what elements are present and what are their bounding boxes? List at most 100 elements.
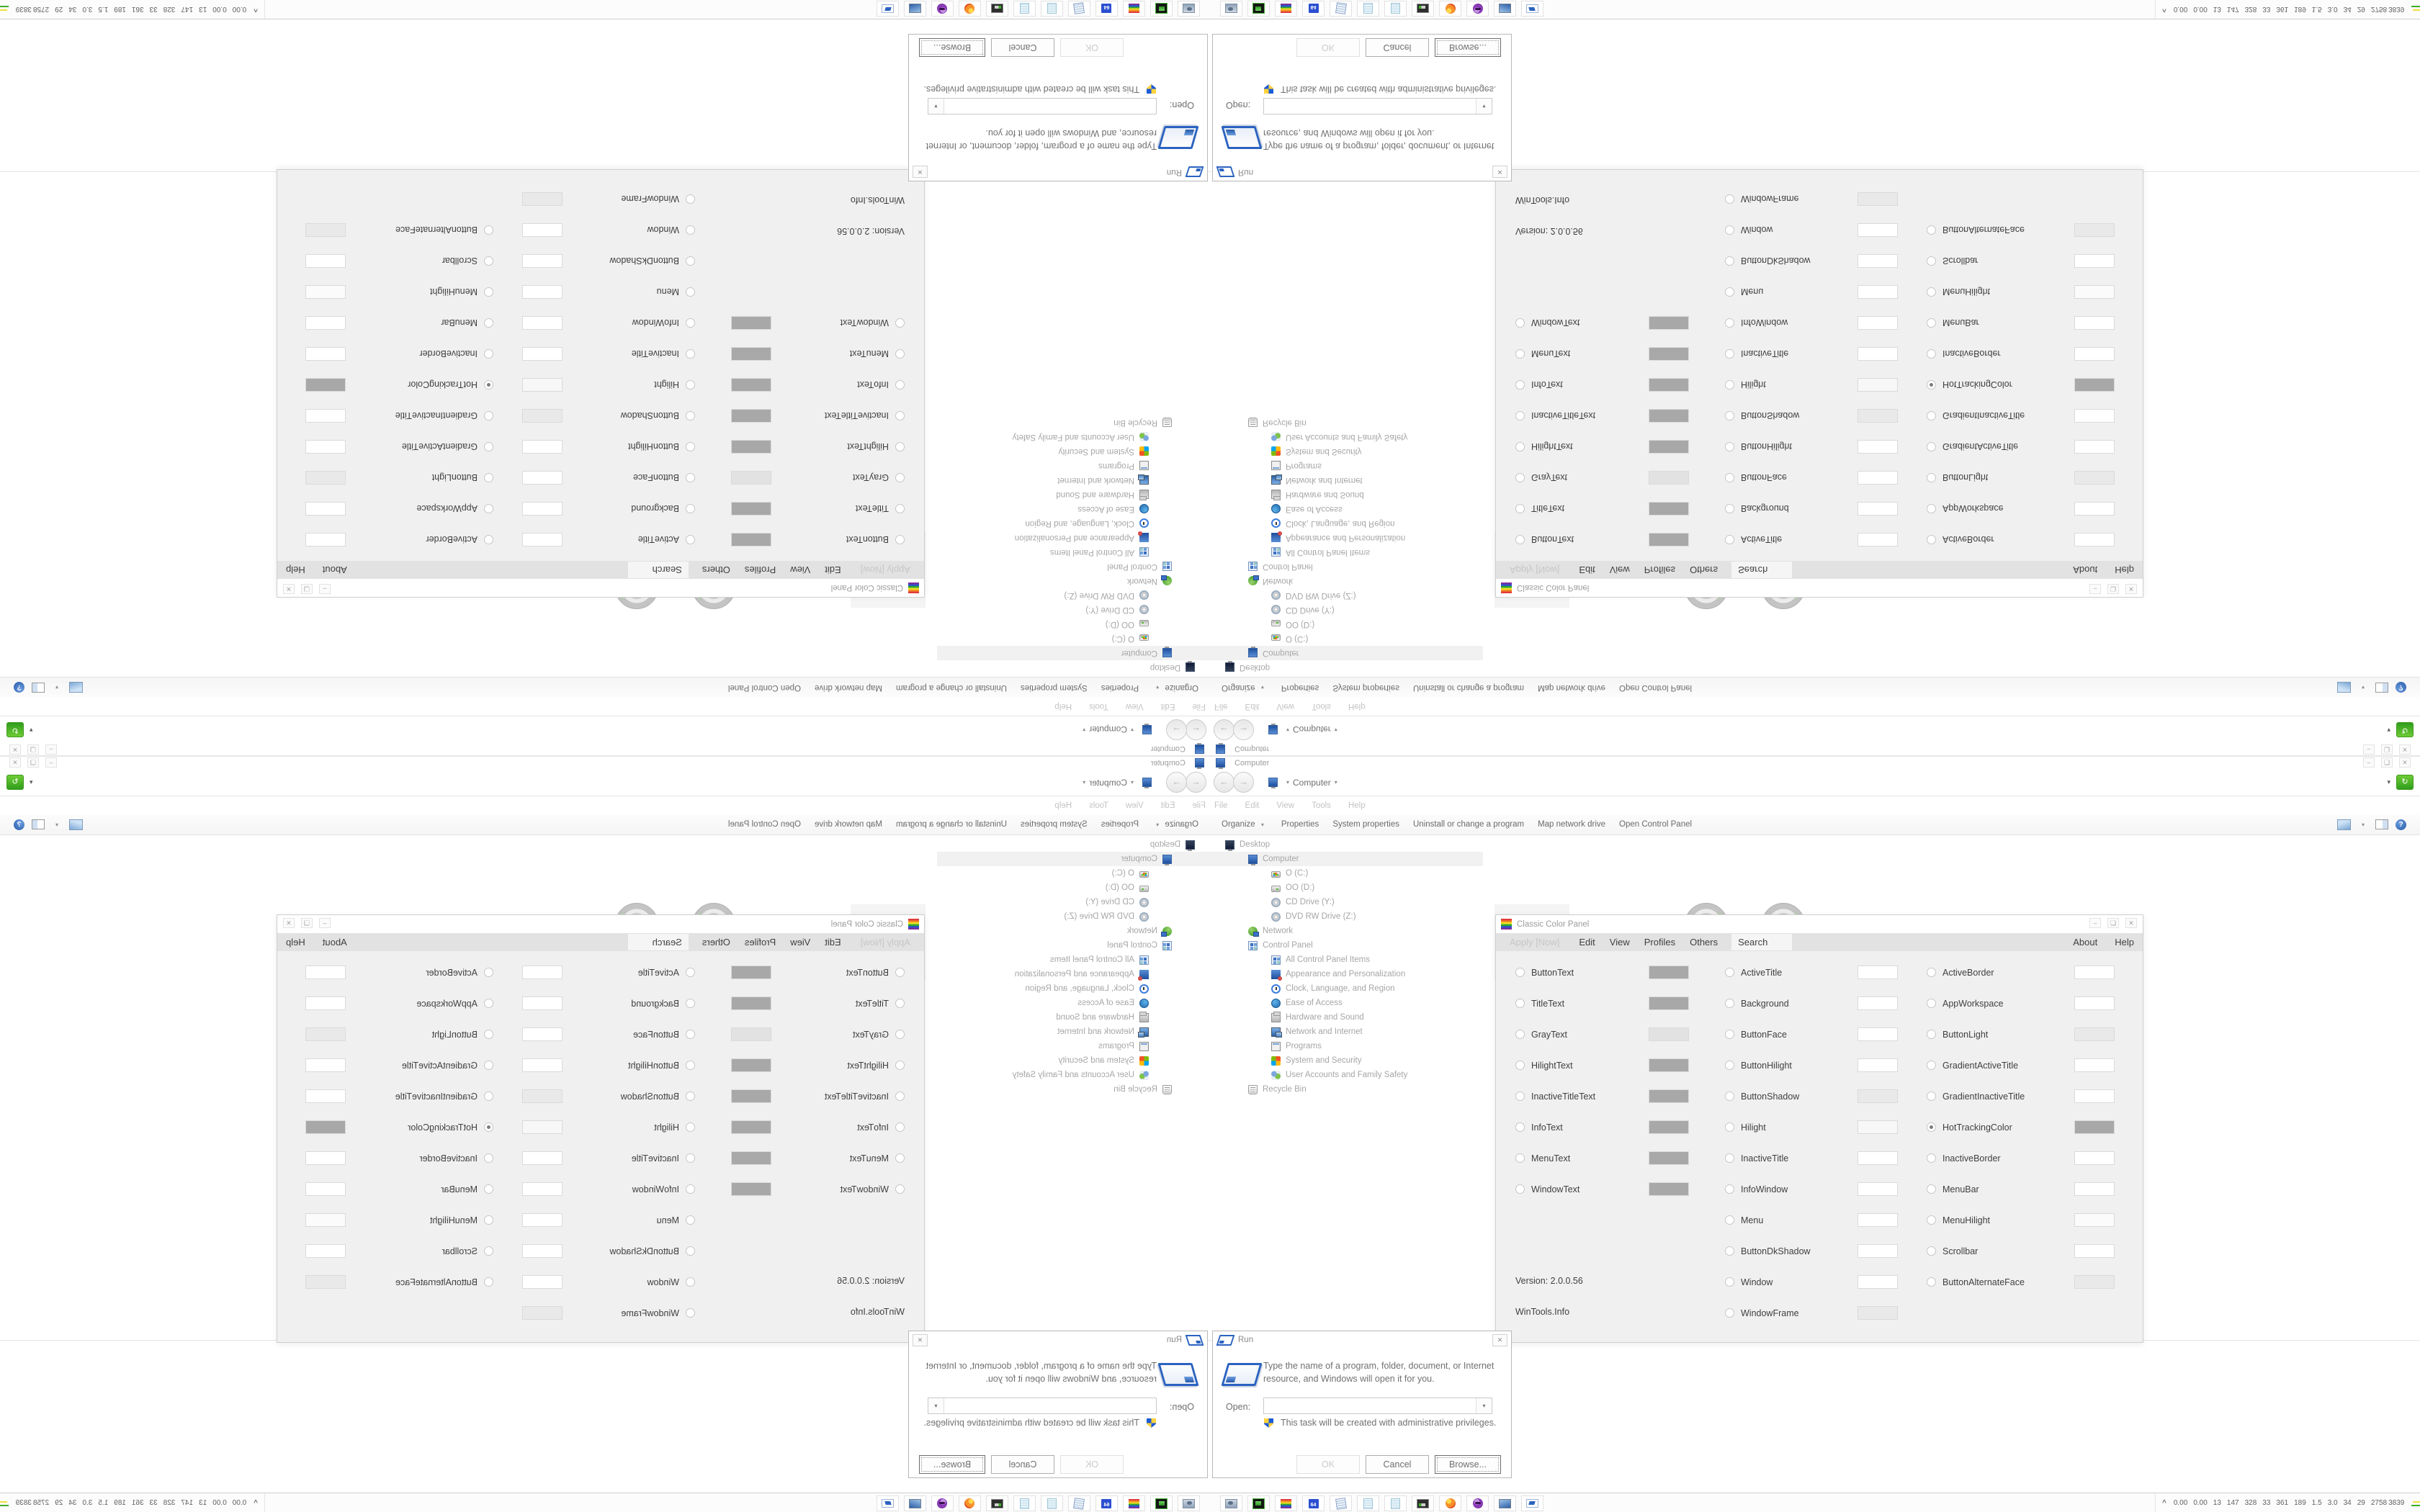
map-network-drive-button[interactable]: Map network drive: [1538, 820, 1606, 829]
menu-edit[interactable]: Edit: [825, 937, 841, 948]
radio-button[interactable]: [1927, 535, 1936, 544]
taskbar-button-notepad-2[interactable]: [1013, 1495, 1036, 1511]
open-control-panel-button[interactable]: Open Control Panel: [1619, 683, 1693, 692]
tree-item-dvd-drive[interactable]: DVD RW Drive (Z:): [937, 588, 1210, 603]
radio-button[interactable]: [1927, 318, 1936, 328]
radio-button[interactable]: [1725, 1030, 1734, 1039]
radio-button[interactable]: [1725, 1092, 1734, 1101]
tree-item-recycle-bin[interactable]: Recycle Bin: [937, 415, 1210, 430]
tree-item-control-panel[interactable]: Control Panel: [937, 559, 1210, 574]
open-control-panel-button[interactable]: Open Control Panel: [727, 683, 801, 692]
tree-item-cd-drive[interactable]: CD Drive (Y:): [937, 895, 1210, 909]
color-swatch[interactable]: [1857, 1120, 1898, 1134]
breadcrumb-computer[interactable]: Computer: [1089, 777, 1127, 788]
radio-button[interactable]: [1515, 1122, 1525, 1132]
chevron-down-icon[interactable]: ▾: [2361, 684, 2365, 691]
forward-button[interactable]: →: [1166, 772, 1187, 793]
taskbar-button-classic-color-panel[interactable]: [1275, 1495, 1297, 1511]
radio-button[interactable]: [686, 1061, 695, 1070]
color-swatch[interactable]: [1857, 254, 1898, 268]
taskbar-button-floppy64[interactable]: 64: [1095, 1495, 1118, 1511]
chevron-down-icon[interactable]: ▾: [2361, 821, 2365, 828]
color-swatch[interactable]: [305, 1089, 346, 1103]
radio-button[interactable]: [1927, 1153, 1936, 1163]
color-swatch[interactable]: [731, 1058, 771, 1072]
taskbar-button-notepad-2[interactable]: [1384, 1495, 1407, 1511]
tree-item-user-accounts[interactable]: User Accounts and Family Safety: [937, 430, 1210, 444]
tree-item-user-accounts[interactable]: User Accounts and Family Safety: [937, 1068, 1210, 1082]
radio-button[interactable]: [1725, 1277, 1734, 1287]
radio-button[interactable]: [686, 1092, 695, 1101]
radio-button[interactable]: [686, 504, 695, 513]
refresh-button[interactable]: ↻: [2396, 775, 2414, 790]
taskbar-button-run[interactable]: [1521, 1, 1543, 17]
tree-item-all-cp-items[interactable]: All Control Panel Items: [1210, 953, 1483, 967]
color-swatch[interactable]: [305, 409, 346, 423]
menu-help[interactable]: Help: [2115, 564, 2134, 575]
radio-button[interactable]: [686, 1153, 695, 1163]
color-swatch[interactable]: [1857, 533, 1898, 546]
tree-item-programs[interactable]: Programs: [937, 1039, 1210, 1053]
minimize-button[interactable]: –: [319, 584, 331, 594]
color-swatch[interactable]: [522, 254, 563, 268]
ok-button[interactable]: OK: [1296, 1455, 1360, 1474]
radio-button[interactable]: [895, 1122, 905, 1132]
menu-tools[interactable]: Tools: [1312, 801, 1331, 810]
menu-about[interactable]: About: [322, 937, 347, 948]
color-swatch[interactable]: [522, 1244, 563, 1258]
breadcrumb[interactable]: ▾ Computer ▾: [1079, 778, 1152, 788]
menu-edit[interactable]: Edit: [1579, 937, 1595, 948]
tree-item-hardware-sound[interactable]: Hardware and Sound: [1210, 487, 1483, 502]
radio-button[interactable]: [1927, 968, 1936, 977]
tree-item-network[interactable]: Network: [937, 924, 1210, 938]
tree-item-network[interactable]: Network: [937, 574, 1210, 588]
radio-button[interactable]: [1927, 504, 1936, 513]
menu-file[interactable]: File: [1214, 702, 1228, 711]
tree-item-programs[interactable]: Programs: [1210, 459, 1483, 473]
open-combobox[interactable]: ▾: [1263, 1398, 1492, 1414]
help-icon[interactable]: ?: [14, 682, 24, 693]
views-icon[interactable]: [2336, 819, 2351, 830]
properties-button[interactable]: Properties: [1101, 820, 1139, 829]
organize-button[interactable]: Organize ▾: [1222, 683, 1264, 692]
radio-button[interactable]: [1725, 1308, 1734, 1318]
minimize-button[interactable]: –: [2363, 757, 2375, 768]
menu-search[interactable]: Search: [627, 562, 689, 578]
color-swatch[interactable]: [522, 502, 563, 516]
help-icon[interactable]: ?: [2396, 819, 2406, 830]
ok-button[interactable]: OK: [1060, 1455, 1124, 1474]
close-button[interactable]: ✕: [2399, 744, 2411, 755]
radio-button[interactable]: [484, 968, 493, 977]
radio-button[interactable]: [484, 1122, 493, 1132]
menu-view[interactable]: View: [1609, 564, 1630, 575]
address-history-dropdown[interactable]: ▾: [30, 726, 33, 734]
color-swatch[interactable]: [522, 471, 563, 485]
taskbar-button-script[interactable]: [1068, 1495, 1090, 1511]
back-button[interactable]: ←: [1186, 772, 1206, 793]
color-swatch[interactable]: [305, 1058, 346, 1072]
color-swatch[interactable]: [305, 254, 346, 268]
system-properties-button[interactable]: System properties: [1332, 683, 1399, 692]
color-swatch[interactable]: [1857, 966, 1898, 979]
tree-item-drive-c[interactable]: O (C:): [937, 631, 1210, 646]
tree-item-network-internet[interactable]: Network and Internet: [1210, 473, 1483, 487]
menu-search[interactable]: Search: [1731, 934, 1793, 950]
minimize-button[interactable]: –: [2089, 584, 2101, 594]
radio-button[interactable]: [1725, 380, 1734, 390]
tree-item-hardware-sound[interactable]: Hardware and Sound: [1210, 1010, 1483, 1025]
menu-help[interactable]: Help: [286, 937, 305, 948]
browse-button[interactable]: Browse...: [919, 1455, 985, 1474]
menu-edit[interactable]: Edit: [1160, 702, 1175, 711]
color-swatch[interactable]: [731, 1027, 771, 1041]
radio-button[interactable]: [484, 1246, 493, 1256]
ok-button[interactable]: OK: [1296, 38, 1360, 57]
tree-item-appearance[interactable]: Appearance and Personalization: [937, 531, 1210, 545]
taskbar-button-gpu-tool[interactable]: [1150, 1495, 1173, 1511]
color-swatch[interactable]: [305, 1182, 346, 1196]
uninstall-program-button[interactable]: Uninstall or change a program: [895, 820, 1007, 829]
color-swatch[interactable]: [522, 1058, 563, 1072]
close-button[interactable]: ✕: [283, 918, 295, 928]
menu-edit[interactable]: Edit: [1245, 702, 1260, 711]
restore-button[interactable]: ❏: [2381, 757, 2393, 768]
color-swatch[interactable]: [1649, 378, 1689, 392]
